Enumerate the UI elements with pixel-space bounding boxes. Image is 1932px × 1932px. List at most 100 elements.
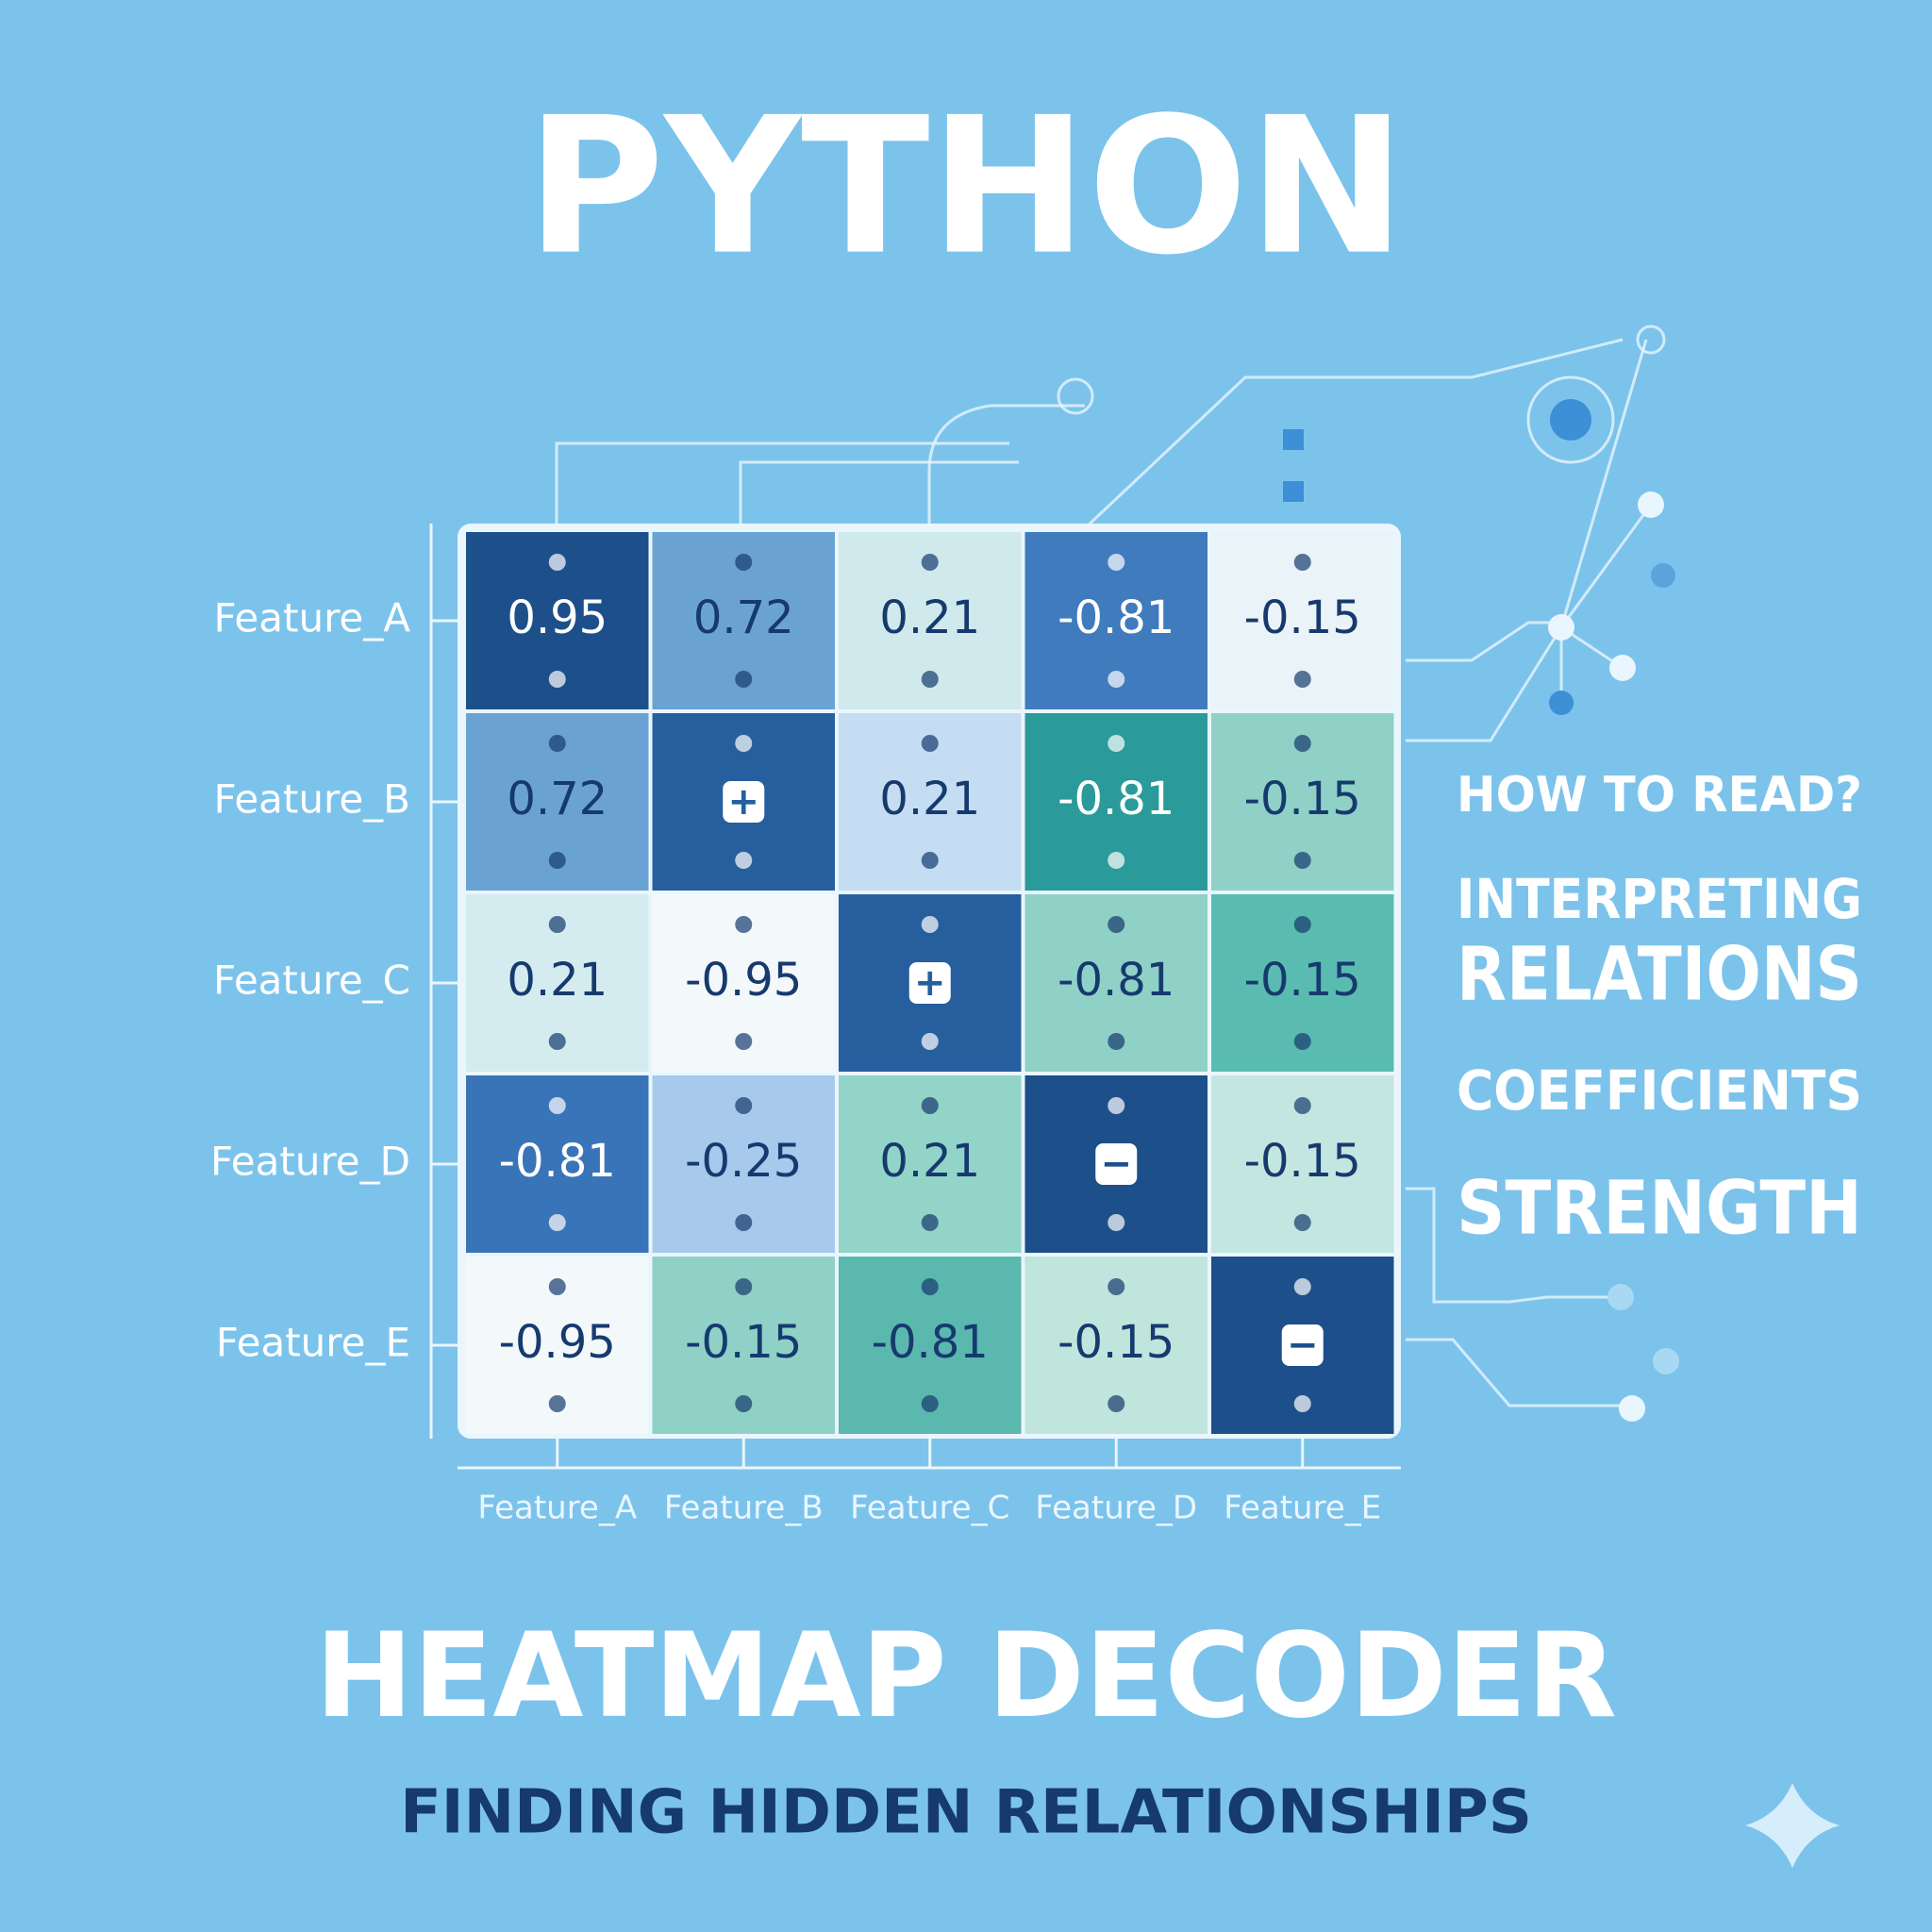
connector [1406,1187,1618,1304]
cell-dot [921,1278,939,1295]
cell-dot [735,735,753,752]
cell-dot [921,554,939,571]
cell-value: -0.81 [1058,773,1174,825]
cell-dot [921,1395,939,1412]
footer-title: HEATMAP DECODER [315,1608,1617,1744]
node [1619,1395,1645,1422]
connector [555,441,1009,552]
cell-dot [921,916,939,933]
cell-dot [735,916,753,933]
target-core [1550,399,1591,441]
cell-value: -0.15 [1244,954,1361,1007]
cell-value: -0.81 [872,1316,989,1369]
cell-dot [1108,1278,1125,1295]
cell-value: 0.21 [879,773,980,825]
node [1549,691,1574,715]
cell-dot [548,1395,566,1412]
cell-dot [548,735,566,752]
cell-icon-label: + [914,961,946,1005]
cell-dot [1108,852,1125,869]
row-label: Feature_B [213,776,410,823]
node [1636,325,1666,355]
cell-value: -0.15 [685,1316,802,1369]
cell-dot [1108,1097,1125,1114]
cell-value: 0.21 [879,1135,980,1188]
circuit-decoration [555,325,1840,1868]
cell-dot [735,1214,753,1231]
cell-dot [548,852,566,869]
column-label: Feature_E [1224,1490,1381,1527]
connector [1083,338,1624,530]
row-label: Feature_E [216,1320,410,1366]
cell-dot [1293,1278,1311,1295]
cell-value: 0.21 [879,591,980,644]
cell-dot [1293,671,1311,688]
cell-dot [1108,916,1125,933]
cell-dot [1108,1214,1125,1231]
column-label: Feature_C [850,1490,1009,1527]
cell-value: 0.72 [693,591,794,644]
node [1638,491,1664,518]
cell-value: -0.15 [1244,773,1361,825]
cell-dot [1293,1033,1311,1050]
target [1526,375,1615,464]
cell-dot [548,1214,566,1231]
cell-value: -0.15 [1244,591,1361,644]
column-label: Feature_B [664,1490,824,1527]
cell-dot [548,916,566,933]
side-note: STRENGTH [1457,1166,1862,1251]
cell-value: -0.15 [1244,1135,1361,1188]
cell-dot [1108,1395,1125,1412]
cell-dot [921,1033,939,1050]
column-label: Feature_A [477,1490,637,1527]
cell-dot [1293,852,1311,869]
side-note: RELATIONS [1457,932,1862,1017]
cell-dot [1108,735,1125,752]
connector [1559,339,1653,703]
cell-value: -0.95 [499,1316,616,1369]
row-label: Feature_C [213,958,410,1004]
cell-value: 0.95 [507,591,608,644]
cell-dot [1293,1395,1311,1412]
connector [739,460,1019,552]
cell-value: -0.25 [685,1135,802,1188]
row-label: Feature_A [214,595,411,641]
sparkle [1745,1783,1840,1868]
node [1057,377,1094,415]
cell-dot [921,852,939,869]
node [1548,614,1574,641]
node [1653,1348,1679,1374]
cell-dot [735,1278,753,1295]
cell-icon-label: − [1287,1324,1319,1367]
cell-icon [723,781,765,823]
cell-dot [548,1097,566,1114]
cell-value: 0.21 [507,954,608,1007]
row-label: Feature_D [210,1139,410,1185]
connector [1406,621,1561,662]
connector [927,404,1085,552]
cell-dot [735,554,753,571]
cell-value: -0.95 [685,954,802,1007]
connector [1406,626,1563,742]
node [1609,655,1636,681]
cell-icon [908,962,951,1004]
cell-dot [1293,916,1311,933]
cell-dot [735,1097,753,1114]
cell-value: -0.81 [499,1135,616,1188]
cell-dot [1293,1214,1311,1231]
side-note: INTERPRETING [1457,867,1862,931]
cell-dot [1293,735,1311,752]
cell-dot [1293,1097,1311,1114]
node [1651,563,1675,588]
cell-dot [1108,671,1125,688]
cell-dot [921,735,939,752]
cell-dot [548,1278,566,1295]
cell-dot [921,671,939,688]
cell-icon-label: + [727,780,759,824]
cell-icon-label: − [1100,1142,1132,1186]
cell-value: -0.81 [1058,954,1174,1007]
cell-dot [735,671,753,688]
footer-subtitle: FINDING HIDDEN RELATIONSHIPS [400,1778,1532,1848]
